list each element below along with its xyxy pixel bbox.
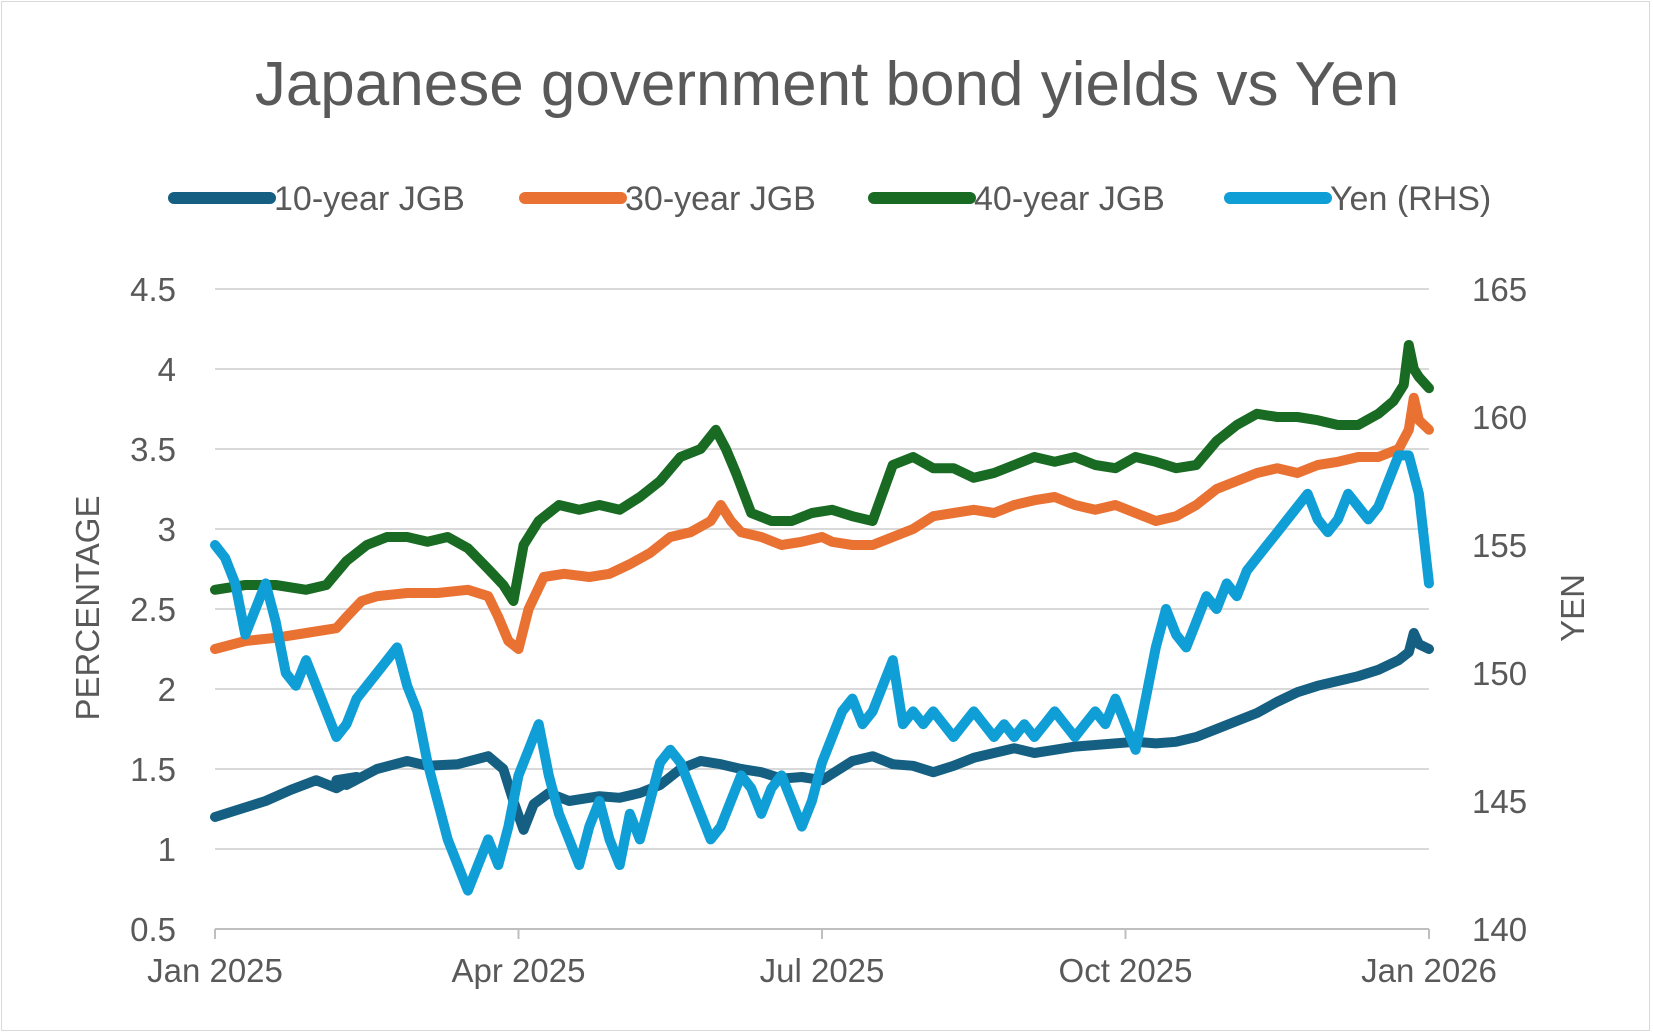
x-tick-label: Jul 2025 xyxy=(760,952,885,989)
y-right-tick-label: 160 xyxy=(1472,399,1527,436)
y-right-tick-label: 155 xyxy=(1472,527,1527,564)
y-left-tick-label: 1 xyxy=(158,831,176,868)
legend-label: 10-year JGB xyxy=(274,180,465,218)
y-axis-left-ticks: 0.5 1 1.5 2 2.5 3 3.5 4 4.5 xyxy=(130,271,176,948)
series-line-40-year-jgb xyxy=(210,340,1434,606)
legend-label: 30-year JGB xyxy=(625,180,816,218)
x-tick-label: Jan 2025 xyxy=(147,952,283,989)
x-axis: Jan 2025 Apr 2025 Jul 2025 Oct 2025 Jan 2026 xyxy=(147,928,1497,989)
series-line-yen-rhs xyxy=(210,450,1434,896)
legend-label: 40-year JGB xyxy=(974,180,1165,218)
legend-label: Yen (RHS) xyxy=(1330,180,1491,218)
y-axis-right-title: YEN xyxy=(1554,574,1591,642)
y-left-tick-label: 3.5 xyxy=(130,431,176,468)
chart-title: Japanese government bond yields vs Yen xyxy=(255,50,1399,119)
y-left-tick-label: 0.5 xyxy=(130,911,176,948)
y-axis-left-title: PERCENTAGE xyxy=(69,496,106,721)
legend: 10-year JGB 30-year JGB 40-year JGB Yen (RH… xyxy=(168,180,1491,218)
series-lines xyxy=(210,340,1434,896)
y-left-tick-label: 1.5 xyxy=(130,751,176,788)
y-left-tick-label: 2 xyxy=(158,671,176,708)
y-right-tick-label: 165 xyxy=(1472,271,1527,308)
y-right-tick-label: 145 xyxy=(1472,783,1527,820)
x-tick-label: Jan 2026 xyxy=(1361,952,1497,989)
x-tick-label: Oct 2025 xyxy=(1059,952,1193,989)
y-left-tick-label: 2.5 xyxy=(130,591,176,628)
series-line-30-year-jgb xyxy=(210,392,1434,654)
gridlines xyxy=(215,288,1429,930)
series-line-10-year-jgb xyxy=(210,628,1434,835)
x-tick-label: Apr 2025 xyxy=(452,952,586,989)
y-left-tick-label: 4.5 xyxy=(130,271,176,308)
y-left-tick-label: 3 xyxy=(158,511,176,548)
y-right-tick-label: 140 xyxy=(1472,911,1527,948)
y-axis-right-ticks: 140 145 150 155 160 165 xyxy=(1472,271,1527,948)
y-right-tick-label: 150 xyxy=(1472,655,1527,692)
y-left-tick-label: 4 xyxy=(158,351,176,388)
